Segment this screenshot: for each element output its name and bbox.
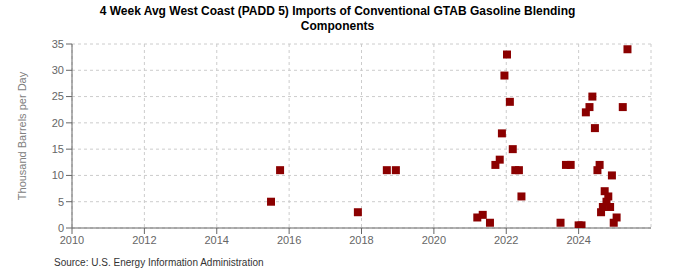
svg-text:5: 5: [58, 196, 64, 208]
svg-text:2014: 2014: [205, 234, 229, 246]
html-text:Components: Components: [300, 19, 375, 33]
svg-text:2012: 2012: [132, 234, 156, 246]
svg-text:25: 25: [52, 90, 64, 102]
svg-text:2010: 2010: [60, 234, 84, 246]
html-text:Source: U.S. Energy Informatio: Source: U.S. Energy Information Administ…: [54, 257, 264, 268]
svg-text:Thousand Barrels per Day: Thousand Barrels per Day: [16, 71, 28, 200]
svg-text:2018: 2018: [349, 234, 373, 246]
svg-text:30: 30: [52, 64, 64, 76]
svg-text:2024: 2024: [566, 234, 590, 246]
svg-text:2016: 2016: [277, 234, 301, 246]
svg-text:35: 35: [52, 38, 64, 50]
svg-text:15: 15: [52, 143, 64, 155]
svg-text:2020: 2020: [422, 234, 446, 246]
svg-text:20: 20: [52, 117, 64, 129]
svg-text:10: 10: [52, 169, 64, 181]
html-text:4 Week Avg West Coast (PADD 5): 4 Week Avg West Coast (PADD 5) Imports o…: [99, 4, 576, 18]
svg-text:0: 0: [58, 222, 64, 234]
svg-text:2022: 2022: [494, 234, 518, 246]
